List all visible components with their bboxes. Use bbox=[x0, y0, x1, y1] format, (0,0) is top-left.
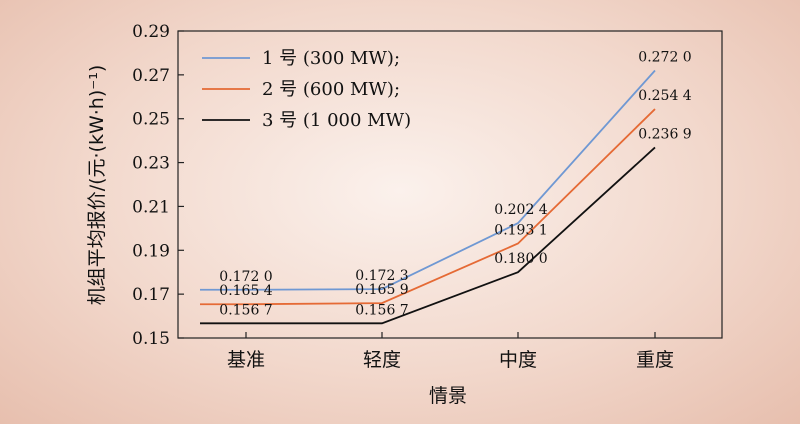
y-tick-label: 0.15 bbox=[132, 329, 170, 349]
y-tick-label: 0.29 bbox=[132, 22, 170, 42]
data-label: 0.156 7 bbox=[355, 302, 408, 318]
series-line-3 bbox=[200, 146, 656, 325]
series-line-1 bbox=[200, 69, 656, 291]
legend-label: 2 号 (600 MW); bbox=[262, 79, 400, 100]
data-label: 0.156 7 bbox=[219, 302, 272, 318]
data-label: 0.236 9 bbox=[638, 126, 691, 142]
y-tick-label: 0.27 bbox=[132, 66, 170, 86]
data-label: 0.165 9 bbox=[355, 282, 408, 298]
axes bbox=[177, 30, 723, 339]
data-label: 0.165 4 bbox=[219, 283, 273, 299]
data-label: 0.272 0 bbox=[638, 49, 691, 65]
data-label: 0.254 4 bbox=[638, 88, 692, 104]
plot-frame bbox=[177, 30, 723, 339]
series-lines bbox=[200, 69, 656, 325]
x-axis-title: 情景 bbox=[429, 385, 467, 407]
data-label: 0.202 4 bbox=[494, 202, 548, 218]
x-tick-label: 轻度 bbox=[363, 349, 401, 371]
y-tick-label: 0.25 bbox=[132, 110, 170, 130]
y-ticks: 0.15 0.17 0.19 0.21 0.23 0.25 0.27 0.29 基准 轻度 中度 重度 bbox=[132, 22, 674, 371]
legend-label: 1 号 (300 MW); bbox=[262, 48, 400, 69]
legend: 1 号 (300 MW); 2 号 (600 MW); 3 号 (1 000 MW) bbox=[202, 48, 411, 131]
x-tick-label: 中度 bbox=[499, 349, 537, 371]
legend-label: 3 号 (1 000 MW) bbox=[262, 110, 411, 131]
y-tick-label: 0.23 bbox=[132, 154, 170, 174]
data-label: 0.172 0 bbox=[219, 269, 272, 285]
y-tick-label: 0.19 bbox=[132, 241, 170, 261]
x-tick-label: 基准 bbox=[227, 349, 265, 371]
series-line-2 bbox=[200, 108, 656, 306]
data-labels: 0.172 0 0.172 3 0.202 4 0.272 0 0.165 4 0.165… bbox=[219, 49, 692, 318]
data-label: 0.180 0 bbox=[494, 251, 547, 267]
data-label: 0.193 1 bbox=[494, 222, 547, 238]
data-label: 0.172 3 bbox=[355, 268, 408, 284]
y-axis-title: 机组平均报价/(元·(kW·h)⁻¹) bbox=[86, 65, 108, 306]
y-tick-label: 0.21 bbox=[132, 197, 170, 217]
y-tick-label: 0.17 bbox=[132, 285, 170, 305]
x-tick-label: 重度 bbox=[636, 349, 674, 371]
